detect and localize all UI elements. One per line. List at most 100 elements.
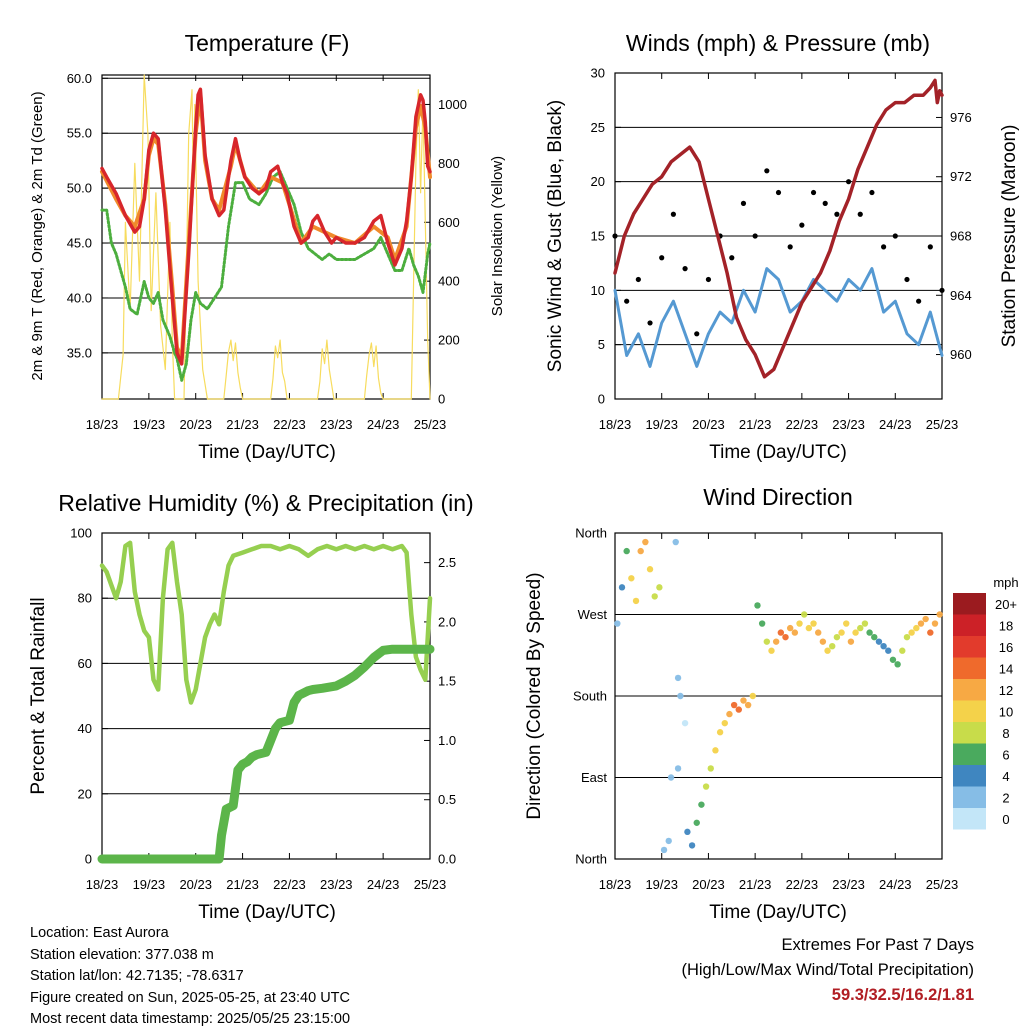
direction-point — [646, 566, 654, 573]
temperature-xtick-label: 24/23 — [367, 417, 400, 432]
temperature-ytick-label: 50.0 — [67, 181, 92, 196]
wind-series — [613, 267, 944, 368]
winds-ytick-label: 30 — [591, 66, 605, 81]
temperature-xtick-label: 18/23 — [86, 417, 119, 432]
direction-point — [698, 801, 705, 808]
gust-point — [869, 189, 875, 196]
winds-xtick-label: 21/23 — [739, 417, 772, 432]
gust-point — [705, 276, 712, 283]
winds-xtick-label: 20/23 — [692, 417, 725, 432]
direction-point — [744, 701, 752, 709]
gust-point — [799, 222, 805, 228]
winds-panel: Winds (mph) & Pressure (mb) Sonic Wind &… — [545, 30, 1020, 463]
direction-point — [857, 624, 864, 632]
colorbar-box — [953, 786, 986, 808]
humidity-xtick-label: 18/23 — [86, 877, 119, 892]
humidity-ytick-right-label: 2.5 — [438, 555, 456, 570]
gust-point — [892, 233, 898, 239]
winds-ytick-label: 15 — [591, 229, 605, 244]
winds-title: Winds (mph) & Pressure (mb) — [626, 30, 930, 56]
winds-ytick-right-label: 964 — [950, 288, 972, 303]
direction-point — [768, 647, 775, 654]
colorbar-box — [953, 636, 986, 658]
gust-point — [694, 331, 700, 337]
direction-point — [917, 620, 925, 627]
solar-series — [101, 74, 431, 400]
colorbar-label: 0 — [1002, 812, 1009, 827]
temperature-ytick-right-label: 1000 — [438, 97, 467, 112]
gust-point — [845, 179, 852, 185]
direction-ytick-label: South — [573, 689, 607, 704]
direction-point — [758, 620, 766, 627]
direction-point — [829, 642, 836, 650]
direction-point — [899, 647, 906, 654]
direction-point — [847, 638, 855, 645]
humidity-xtick-label: 22/23 — [273, 877, 306, 892]
colorbar-label: 6 — [1002, 748, 1009, 763]
extremes-heading: Extremes For Past 7 Days — [781, 936, 974, 954]
gust-point — [904, 276, 910, 283]
direction-point — [665, 837, 672, 845]
direction-point — [838, 629, 845, 636]
direction-point — [681, 719, 689, 727]
temperature-ytick-label: 55.0 — [67, 126, 92, 141]
direction-point — [712, 747, 719, 754]
direction-point — [936, 611, 943, 618]
humidity-xlabel: Time (Day/UTC) — [198, 902, 336, 923]
direction-point — [688, 842, 696, 849]
direction-point — [632, 597, 640, 605]
humidity-xtick-label: 20/23 — [179, 877, 212, 892]
direction-point — [614, 620, 621, 627]
direction-point — [637, 547, 644, 555]
gust-point — [822, 200, 828, 206]
direction-point — [656, 584, 663, 591]
humidity-plot-area: 18/23 19/23 20/23 21/23 22/23 23/23 24/23 25/23… — [70, 526, 456, 893]
direction-point — [754, 602, 761, 609]
direction-point — [707, 765, 714, 772]
figure-created: Figure created on Sun, 2025-05-25, at 23… — [30, 989, 350, 1006]
gust-point — [927, 244, 933, 250]
direction-point — [852, 629, 859, 636]
direction-xtick-label: 23/23 — [832, 877, 865, 892]
colorbar-unit: mph — [993, 575, 1018, 590]
humidity-ytick-right-label: 2.0 — [438, 614, 456, 629]
colorbar-box — [953, 722, 986, 744]
direction-xtick-label: 20/23 — [692, 877, 725, 892]
direction-point — [772, 638, 780, 645]
direction-point — [735, 706, 742, 713]
direction-series — [614, 538, 943, 854]
gust-point — [939, 287, 945, 293]
direction-point — [672, 538, 679, 546]
colorbar-boxes: 20+ 18 16 14 12 10 8 6 4 2 0 — [953, 593, 1017, 830]
rain-series — [97, 644, 435, 864]
winds-ytick-label: 25 — [591, 120, 605, 135]
direction-xtick-label: 19/23 — [645, 877, 678, 892]
winds-xtick-label: 18/23 — [599, 417, 632, 432]
gust-point — [612, 233, 618, 239]
temperature-panel: Temperature (F) 2m & 9m T (Red, Orange) … — [29, 30, 506, 463]
temperature-xlabel: Time (Day/UTC) — [198, 442, 336, 463]
recent-timestamp: Most recent data timestamp: 2025/05/25 2… — [30, 1011, 351, 1027]
winds-ytick-label: 5 — [598, 337, 605, 352]
direction-point — [931, 620, 939, 627]
colorbar-box — [953, 614, 986, 636]
direction-point — [651, 593, 658, 600]
winds-ytick-label: 0 — [598, 392, 605, 407]
direction-point — [913, 624, 920, 632]
humidity-ytick-label: 80 — [78, 591, 92, 606]
humidity-frame — [101, 532, 431, 860]
direction-point — [810, 620, 817, 627]
direction-xtick-label: 24/23 — [879, 877, 912, 892]
winds-ylabel-left: Sonic Wind & Gust (Blue, Black) — [545, 100, 566, 372]
pressure-series — [613, 78, 944, 379]
direction-point — [763, 638, 771, 645]
humidity-ytick-label: 60 — [78, 656, 92, 671]
colorbar-label: 16 — [999, 640, 1013, 655]
extremes-values: 59.3/32.5/16.2/1.81 — [831, 986, 974, 1004]
humidity-ytick-right-label: 1.5 — [438, 674, 456, 689]
winds-ytick-right-label: 960 — [950, 347, 972, 362]
direction-point — [726, 710, 733, 718]
gust-point — [881, 244, 887, 250]
temperature-ylabel-left: 2m & 9m T (Red, Orange) & 2m Td (Green) — [29, 91, 46, 380]
winds-xtick-label: 19/23 — [645, 417, 678, 432]
